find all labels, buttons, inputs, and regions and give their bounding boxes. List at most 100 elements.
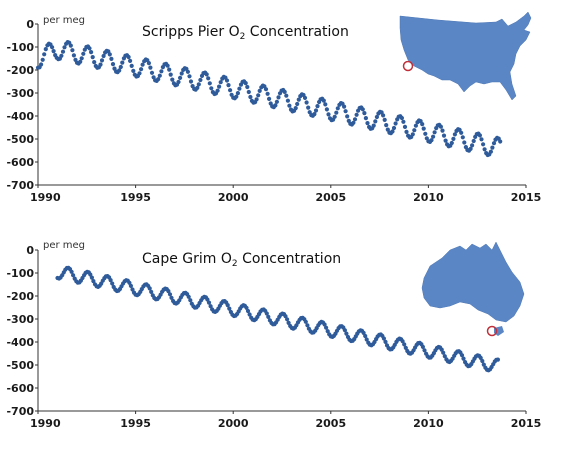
data-point <box>257 88 262 93</box>
x-tick-label: 2000 <box>218 417 249 430</box>
data-point <box>149 70 155 75</box>
data-point <box>285 317 290 322</box>
data-point <box>440 128 445 133</box>
data-point <box>410 132 415 137</box>
data-point <box>295 101 300 107</box>
data-point <box>42 52 47 57</box>
data-point <box>312 112 317 117</box>
x-tick-label: 2010 <box>413 191 444 204</box>
data-point <box>371 123 376 128</box>
data-point <box>157 73 162 78</box>
data-point <box>245 308 251 314</box>
data-point <box>470 143 475 148</box>
data-point <box>273 103 278 108</box>
data-point <box>107 52 112 57</box>
x-tick-label: 2015 <box>511 417 542 430</box>
data-point <box>195 85 200 90</box>
data-point <box>170 77 175 82</box>
y-tick-label: -400 <box>6 336 34 349</box>
data-point <box>343 109 348 114</box>
data-point <box>169 295 174 300</box>
data-point <box>481 362 486 367</box>
data-point <box>351 120 356 125</box>
chart-title-suffix: Concentration <box>245 24 349 40</box>
data-point <box>70 48 75 53</box>
chart-title-prefix: Scripps Pier O <box>142 24 240 40</box>
data-point <box>274 99 279 104</box>
data-point <box>156 77 161 82</box>
data-point <box>303 319 308 324</box>
data-point <box>267 96 272 101</box>
x-tick-label: 2005 <box>315 191 346 204</box>
x-tick-label: 1995 <box>120 191 151 204</box>
data-point <box>391 125 397 131</box>
data-point <box>363 333 368 339</box>
data-point <box>234 94 239 99</box>
usa-map <box>399 11 532 101</box>
data-point <box>322 322 327 327</box>
data-point <box>321 98 326 103</box>
x-tick-label: 1990 <box>30 417 61 430</box>
y-tick-label: -100 <box>6 267 34 280</box>
data-point <box>422 348 427 353</box>
australia-map <box>421 241 525 337</box>
data-point <box>305 323 310 328</box>
data-point <box>344 331 349 336</box>
data-point <box>296 97 301 102</box>
data-point <box>146 61 151 66</box>
data-point <box>459 130 464 135</box>
data-point <box>129 63 134 68</box>
y-tick-label: -500 <box>6 133 34 146</box>
data-point <box>167 67 172 72</box>
data-point <box>43 47 48 52</box>
data-point <box>215 88 220 93</box>
data-point <box>89 50 94 55</box>
x-tick-label: 2010 <box>413 417 444 430</box>
data-point <box>441 350 446 355</box>
data-point <box>265 91 270 96</box>
data-point <box>400 339 405 344</box>
data-point <box>313 108 319 113</box>
data-point <box>390 129 395 134</box>
data-point <box>449 140 454 146</box>
data-point <box>126 54 131 60</box>
data-point <box>128 58 133 64</box>
y-tick-label: -500 <box>6 359 34 372</box>
data-point <box>159 69 164 74</box>
data-point <box>373 119 378 124</box>
data-point <box>254 97 259 102</box>
chart-title: Scripps Pier O2 Concentration <box>142 24 349 42</box>
data-point <box>402 124 408 129</box>
data-point <box>293 106 298 111</box>
data-point <box>345 114 350 119</box>
cape-grim-location-marker <box>486 325 498 337</box>
data-point <box>207 81 212 86</box>
y-tick-label: -200 <box>6 290 34 303</box>
data-point <box>68 43 73 48</box>
y-tick-label: -300 <box>6 87 34 100</box>
data-point <box>477 133 482 138</box>
data-point <box>245 84 250 90</box>
data-point <box>168 72 173 77</box>
data-point <box>442 354 447 359</box>
data-point <box>187 74 192 79</box>
data-point <box>364 337 369 342</box>
data-point <box>110 62 116 67</box>
data-point <box>87 46 92 51</box>
data-point <box>62 45 67 50</box>
data-point <box>342 104 347 109</box>
y-tick-label: -300 <box>6 313 34 326</box>
data-points <box>55 265 500 373</box>
data-point <box>263 87 269 92</box>
data-point <box>256 93 261 98</box>
data-point <box>381 336 386 341</box>
data-point <box>165 63 170 68</box>
data-point <box>491 141 497 146</box>
data-point <box>335 106 340 111</box>
data-point <box>81 51 86 56</box>
data-point <box>59 53 64 58</box>
data-point <box>244 305 249 310</box>
y-tick-label: -700 <box>6 405 34 418</box>
data-point <box>88 272 93 277</box>
data-point <box>401 119 406 124</box>
